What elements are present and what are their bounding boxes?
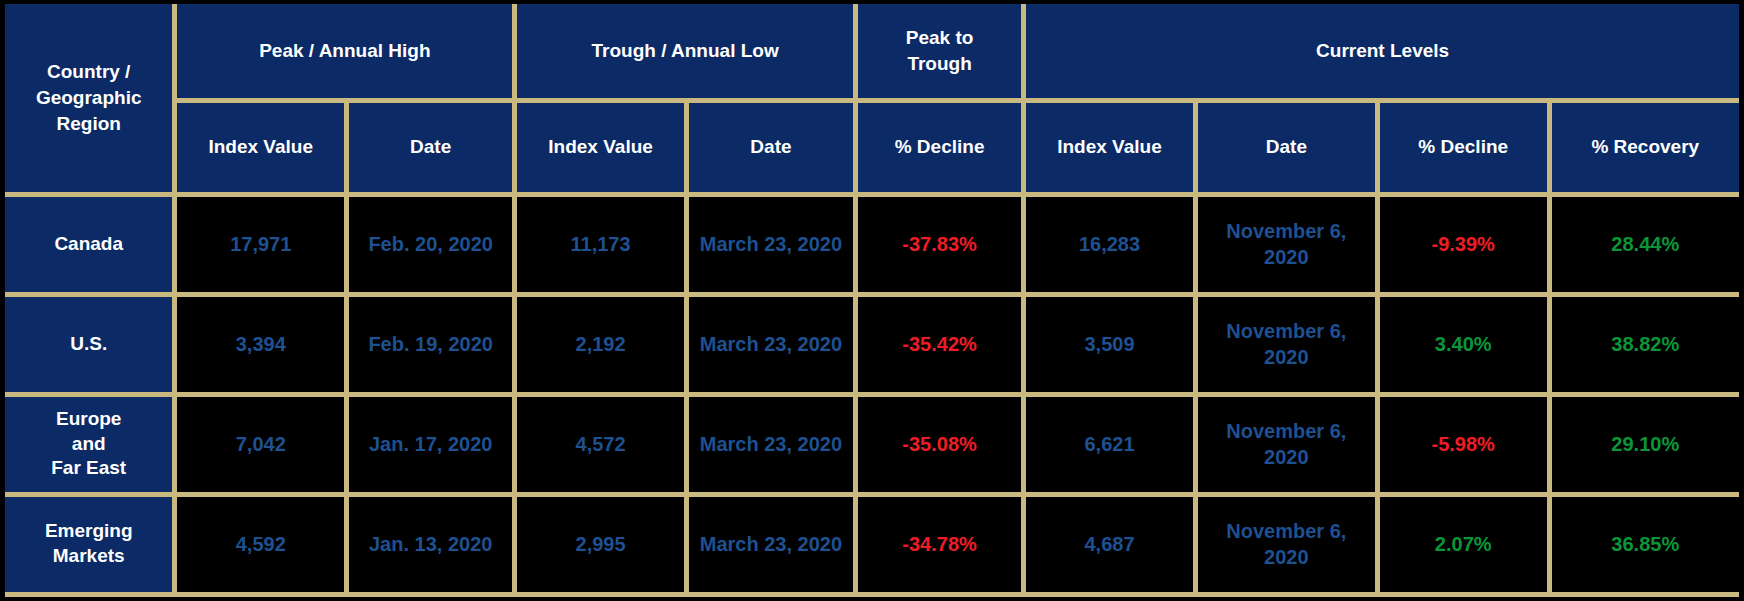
cell-current-recovery: 36.85% (1549, 494, 1739, 594)
cell-trough-index-value: 11,173 (515, 194, 687, 294)
cell-peak-to-trough-decline: -35.08% (855, 394, 1023, 494)
cell-peak-date: Jan. 13, 2020 (347, 494, 515, 594)
cell-trough-date: March 23, 2020 (686, 294, 855, 394)
cell-current-decline: 3.40% (1377, 294, 1549, 394)
header-current-levels: Current Levels (1024, 4, 1739, 100)
region-label: Europe and Far East (5, 394, 175, 494)
table-row: Europe and Far East7,042Jan. 17, 20204,5… (5, 394, 1739, 494)
table-row: Canada17,971Feb. 20, 202011,173March 23,… (5, 194, 1739, 294)
cell-peak-date: Jan. 17, 2020 (347, 394, 515, 494)
cell-trough-date: March 23, 2020 (686, 494, 855, 594)
cell-current-date: November 6, 2020 (1195, 294, 1377, 394)
cell-current-decline: -9.39% (1377, 194, 1549, 294)
cell-trough-index-value: 2,192 (515, 294, 687, 394)
cell-current-index-value: 3,509 (1024, 294, 1196, 394)
header-trough-annual-low: Trough / Annual Low (515, 4, 856, 100)
cell-current-recovery: 38.82% (1549, 294, 1739, 394)
subheader-peak-to-trough-decline: % Decline (855, 100, 1023, 194)
cell-trough-index-value: 2,995 (515, 494, 687, 594)
region-label: Canada (5, 194, 175, 294)
region-label: Emerging Markets (5, 494, 175, 594)
subheader-trough-date: Date (686, 100, 855, 194)
cell-trough-index-value: 4,572 (515, 394, 687, 494)
header-sub-row: Index Value Date Index Value Date % Decl… (5, 100, 1739, 194)
header-country-region: Country / Geographic Region (5, 4, 175, 194)
table-row: Emerging Markets4,592Jan. 13, 20202,995M… (5, 494, 1739, 594)
cell-current-index-value: 16,283 (1024, 194, 1196, 294)
cell-trough-date: March 23, 2020 (686, 194, 855, 294)
region-label: U.S. (5, 294, 175, 394)
cell-current-index-value: 4,687 (1024, 494, 1196, 594)
cell-current-recovery: 29.10% (1549, 394, 1739, 494)
subheader-trough-index-value: Index Value (515, 100, 687, 194)
market-summary-slide: Country / Geographic Region Peak / Annua… (0, 0, 1744, 601)
subheader-peak-index-value: Index Value (175, 100, 347, 194)
market-performance-table: Country / Geographic Region Peak / Annua… (5, 4, 1739, 597)
cell-peak-index-value: 3,394 (175, 294, 347, 394)
cell-current-date: November 6, 2020 (1195, 494, 1377, 594)
cell-peak-to-trough-decline: -35.42% (855, 294, 1023, 394)
cell-peak-date: Feb. 19, 2020 (347, 294, 515, 394)
cell-current-date: November 6, 2020 (1195, 394, 1377, 494)
cell-peak-index-value: 4,592 (175, 494, 347, 594)
subheader-current-decline: % Decline (1377, 100, 1549, 194)
subheader-current-recovery: % Recovery (1549, 100, 1739, 194)
cell-peak-to-trough-decline: -34.78% (855, 494, 1023, 594)
cell-current-decline: 2.07% (1377, 494, 1549, 594)
subheader-current-date: Date (1195, 100, 1377, 194)
header-group-row: Country / Geographic Region Peak / Annua… (5, 4, 1739, 100)
subheader-current-index-value: Index Value (1024, 100, 1196, 194)
cell-trough-date: March 23, 2020 (686, 394, 855, 494)
cell-peak-date: Feb. 20, 2020 (347, 194, 515, 294)
cell-current-decline: -5.98% (1377, 394, 1549, 494)
cell-current-recovery: 28.44% (1549, 194, 1739, 294)
cell-peak-index-value: 17,971 (175, 194, 347, 294)
table-row: U.S.3,394Feb. 19, 20202,192March 23, 202… (5, 294, 1739, 394)
cell-current-index-value: 6,621 (1024, 394, 1196, 494)
header-peak-to-trough: Peak to Trough (855, 4, 1023, 100)
cell-peak-to-trough-decline: -37.83% (855, 194, 1023, 294)
table-body: Canada17,971Feb. 20, 202011,173March 23,… (5, 194, 1739, 594)
table-header: Country / Geographic Region Peak / Annua… (5, 4, 1739, 194)
cell-peak-index-value: 7,042 (175, 394, 347, 494)
subheader-peak-date: Date (347, 100, 515, 194)
cell-current-date: November 6, 2020 (1195, 194, 1377, 294)
header-peak-annual-high: Peak / Annual High (175, 4, 515, 100)
